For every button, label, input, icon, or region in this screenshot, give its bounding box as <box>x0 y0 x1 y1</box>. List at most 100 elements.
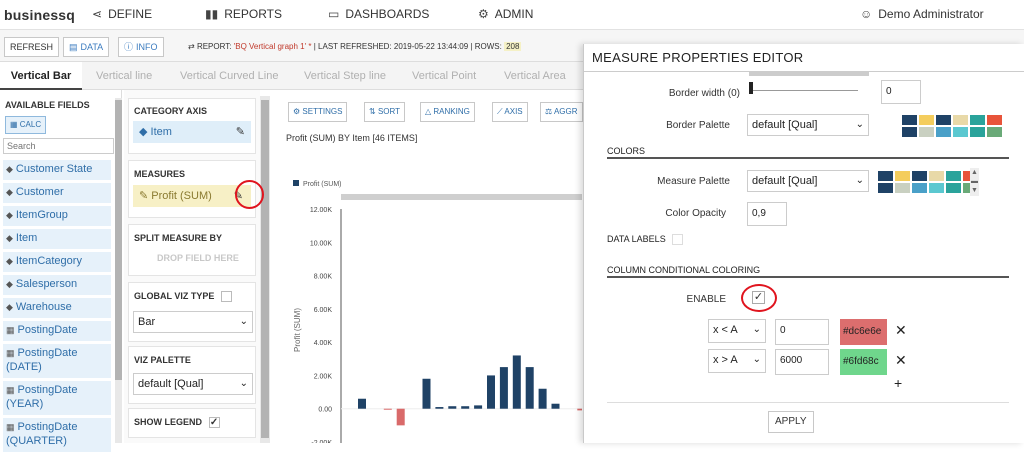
palette-swatch[interactable] <box>953 115 968 125</box>
fields-scrollbar[interactable] <box>115 98 122 443</box>
rule-color-picker[interactable]: #dc6e6e <box>840 319 887 345</box>
palette-swatch[interactable] <box>919 115 934 125</box>
refresh-button[interactable]: REFRESH <box>4 37 60 57</box>
field-item[interactable]: ◆ ItemCategory <box>3 252 111 272</box>
palette-swatch[interactable] <box>902 115 917 125</box>
info-button[interactable]: ⓘ INFO <box>118 37 164 57</box>
tab-vertical-step-line[interactable]: Vertical Step line <box>304 70 386 82</box>
edit-icon[interactable]: ✎ <box>235 126 245 138</box>
palette-swatch[interactable] <box>970 127 985 137</box>
calculator-icon: ▦ <box>10 120 20 129</box>
palette-swatch[interactable] <box>946 183 961 193</box>
rule-color-picker[interactable]: #6fd68c <box>840 349 887 375</box>
border-palette-label: Border Palette <box>666 120 730 131</box>
field-item[interactable]: ◆ Salesperson <box>3 275 111 295</box>
border-palette-swatches[interactable] <box>902 115 1002 137</box>
palette-swatch[interactable] <box>878 183 893 193</box>
palette-swatch[interactable] <box>912 183 927 193</box>
cube-icon: ◆ <box>6 302 13 312</box>
nav-dashboards[interactable]: ▭ DASHBOARDS <box>328 7 429 21</box>
ranking-button[interactable]: △ RANKING <box>420 102 475 122</box>
palette-swatch[interactable] <box>987 127 1002 137</box>
field-item[interactable]: ◆ Customer <box>3 183 111 203</box>
add-rule-icon[interactable]: + <box>894 375 903 391</box>
palette-swatch[interactable] <box>929 171 944 181</box>
field-item[interactable]: ◆ Item <box>3 229 111 249</box>
field-item[interactable]: ◆ Customer State <box>3 160 111 180</box>
rule-operator-select[interactable]: x > A ⌄ <box>708 349 766 373</box>
show-legend-checkbox[interactable]: ✓ <box>208 417 220 429</box>
field-search-input[interactable] <box>3 138 114 154</box>
color-opacity-input[interactable]: 0,9 <box>747 202 787 226</box>
settings-button[interactable]: ⚙ SETTINGS <box>288 102 348 122</box>
palette-swatch[interactable] <box>936 115 951 125</box>
palette-scroll[interactable]: ▲ ▬ ▼ <box>970 168 979 196</box>
tab-vertical-curved-line[interactable]: Vertical Curved Line <box>180 70 279 82</box>
field-item-label: Warehouse <box>15 301 72 313</box>
palette-swatch[interactable] <box>946 171 961 181</box>
palette-swatch[interactable] <box>919 127 934 137</box>
viz-palette-select[interactable]: default [Qual] ⌄ <box>133 373 253 395</box>
aggr-button[interactable]: ⚖ AGGR <box>540 102 583 122</box>
nav-reports[interactable]: ▮▮ REPORTS <box>205 7 282 21</box>
viz-type-select[interactable]: Bar ⌄ <box>133 311 253 333</box>
palette-swatch[interactable] <box>912 171 927 181</box>
calc-button[interactable]: ▦ CALC <box>5 116 47 134</box>
tab-vertical-bar[interactable]: Vertical Bar <box>0 62 82 90</box>
palette-swatch[interactable] <box>878 171 893 181</box>
tab-vertical-point[interactable]: Vertical Point <box>412 70 477 82</box>
rule-value-input[interactable]: 0 <box>775 319 829 345</box>
y-tick-label: 2.00K <box>314 373 333 380</box>
border-width-slider[interactable] <box>750 90 858 91</box>
field-item[interactable]: ◆ ItemGroup <box>3 206 111 226</box>
tab-vertical-line[interactable]: Vertical line <box>96 70 153 82</box>
palette-swatch[interactable] <box>953 127 968 137</box>
palette-swatch[interactable] <box>902 127 917 137</box>
field-item[interactable]: ▦ PostingDate (QUARTER) <box>3 418 111 452</box>
border-width-input[interactable]: 0 <box>881 80 921 104</box>
y-tick-label: 0.00 <box>318 407 332 414</box>
field-item[interactable]: ▦ PostingDate (YEAR) <box>3 381 111 415</box>
rule-value-input[interactable]: 6000 <box>775 349 829 375</box>
user-menu[interactable]: ☺ Demo Administrator <box>860 7 984 21</box>
axis-button[interactable]: ⟋ AXIS <box>492 102 528 122</box>
field-item-label: PostingDate <box>17 324 78 336</box>
field-item[interactable]: ◆ Warehouse <box>3 298 111 318</box>
measure-properties-editor: MEASURE PROPERTIES EDITOR Border width (… <box>583 44 1024 443</box>
tab-vertical-area[interactable]: Vertical Area <box>504 70 566 82</box>
border-width-slider-handle[interactable] <box>749 82 753 94</box>
chart-bar <box>512 355 521 409</box>
remove-rule-icon[interactable]: ✕ <box>895 352 907 368</box>
field-item[interactable]: ▦ PostingDate <box>3 321 111 341</box>
palette-swatch[interactable] <box>936 127 951 137</box>
palette-swatch[interactable] <box>987 115 1002 125</box>
border-palette-select[interactable]: default [Qual] ⌄ <box>747 114 869 136</box>
drop-field-zone[interactable]: DROP FIELD HERE <box>157 253 239 263</box>
remove-rule-icon[interactable]: ✕ <box>895 322 907 338</box>
palette-swatch[interactable] <box>970 115 985 125</box>
data-labels-checkbox[interactable] <box>672 234 684 246</box>
apply-button[interactable]: APPLY <box>768 411 814 433</box>
config-scrollbar-thumb[interactable] <box>261 100 269 438</box>
global-viz-type-checkbox[interactable] <box>220 291 232 303</box>
fields-scrollbar-thumb[interactable] <box>115 100 122 380</box>
measure-pill[interactable]: ✎ Profit (SUM) ✎ <box>133 185 251 207</box>
palette-swatch[interactable] <box>929 183 944 193</box>
nav-admin[interactable]: ⚙ ADMIN <box>478 7 533 21</box>
data-button[interactable]: ▤ DATA <box>63 37 110 57</box>
palette-swatch[interactable] <box>895 183 910 193</box>
row-count: 208 <box>504 42 522 51</box>
sort-button[interactable]: ⇅ SORT <box>364 102 406 122</box>
category-field-pill[interactable]: ◆ Item ✎ <box>133 121 251 143</box>
field-item[interactable]: ▦ PostingDate (DATE) <box>3 344 111 378</box>
config-scrollbar[interactable] <box>260 96 270 443</box>
modal-title-divider <box>584 71 1024 72</box>
y-axis-label: Profit (SUM) <box>293 308 302 352</box>
app-logo[interactable]: businessq <box>4 7 76 23</box>
info-label: INFO <box>136 42 158 52</box>
measure-palette-swatches[interactable] <box>878 171 978 193</box>
nav-define[interactable]: ⋖ DEFINE <box>92 7 152 21</box>
measure-palette-select[interactable]: default [Qual] ⌄ <box>747 170 869 192</box>
palette-swatch[interactable] <box>895 171 910 181</box>
rule-operator-select[interactable]: x < A ⌄ <box>708 319 766 343</box>
